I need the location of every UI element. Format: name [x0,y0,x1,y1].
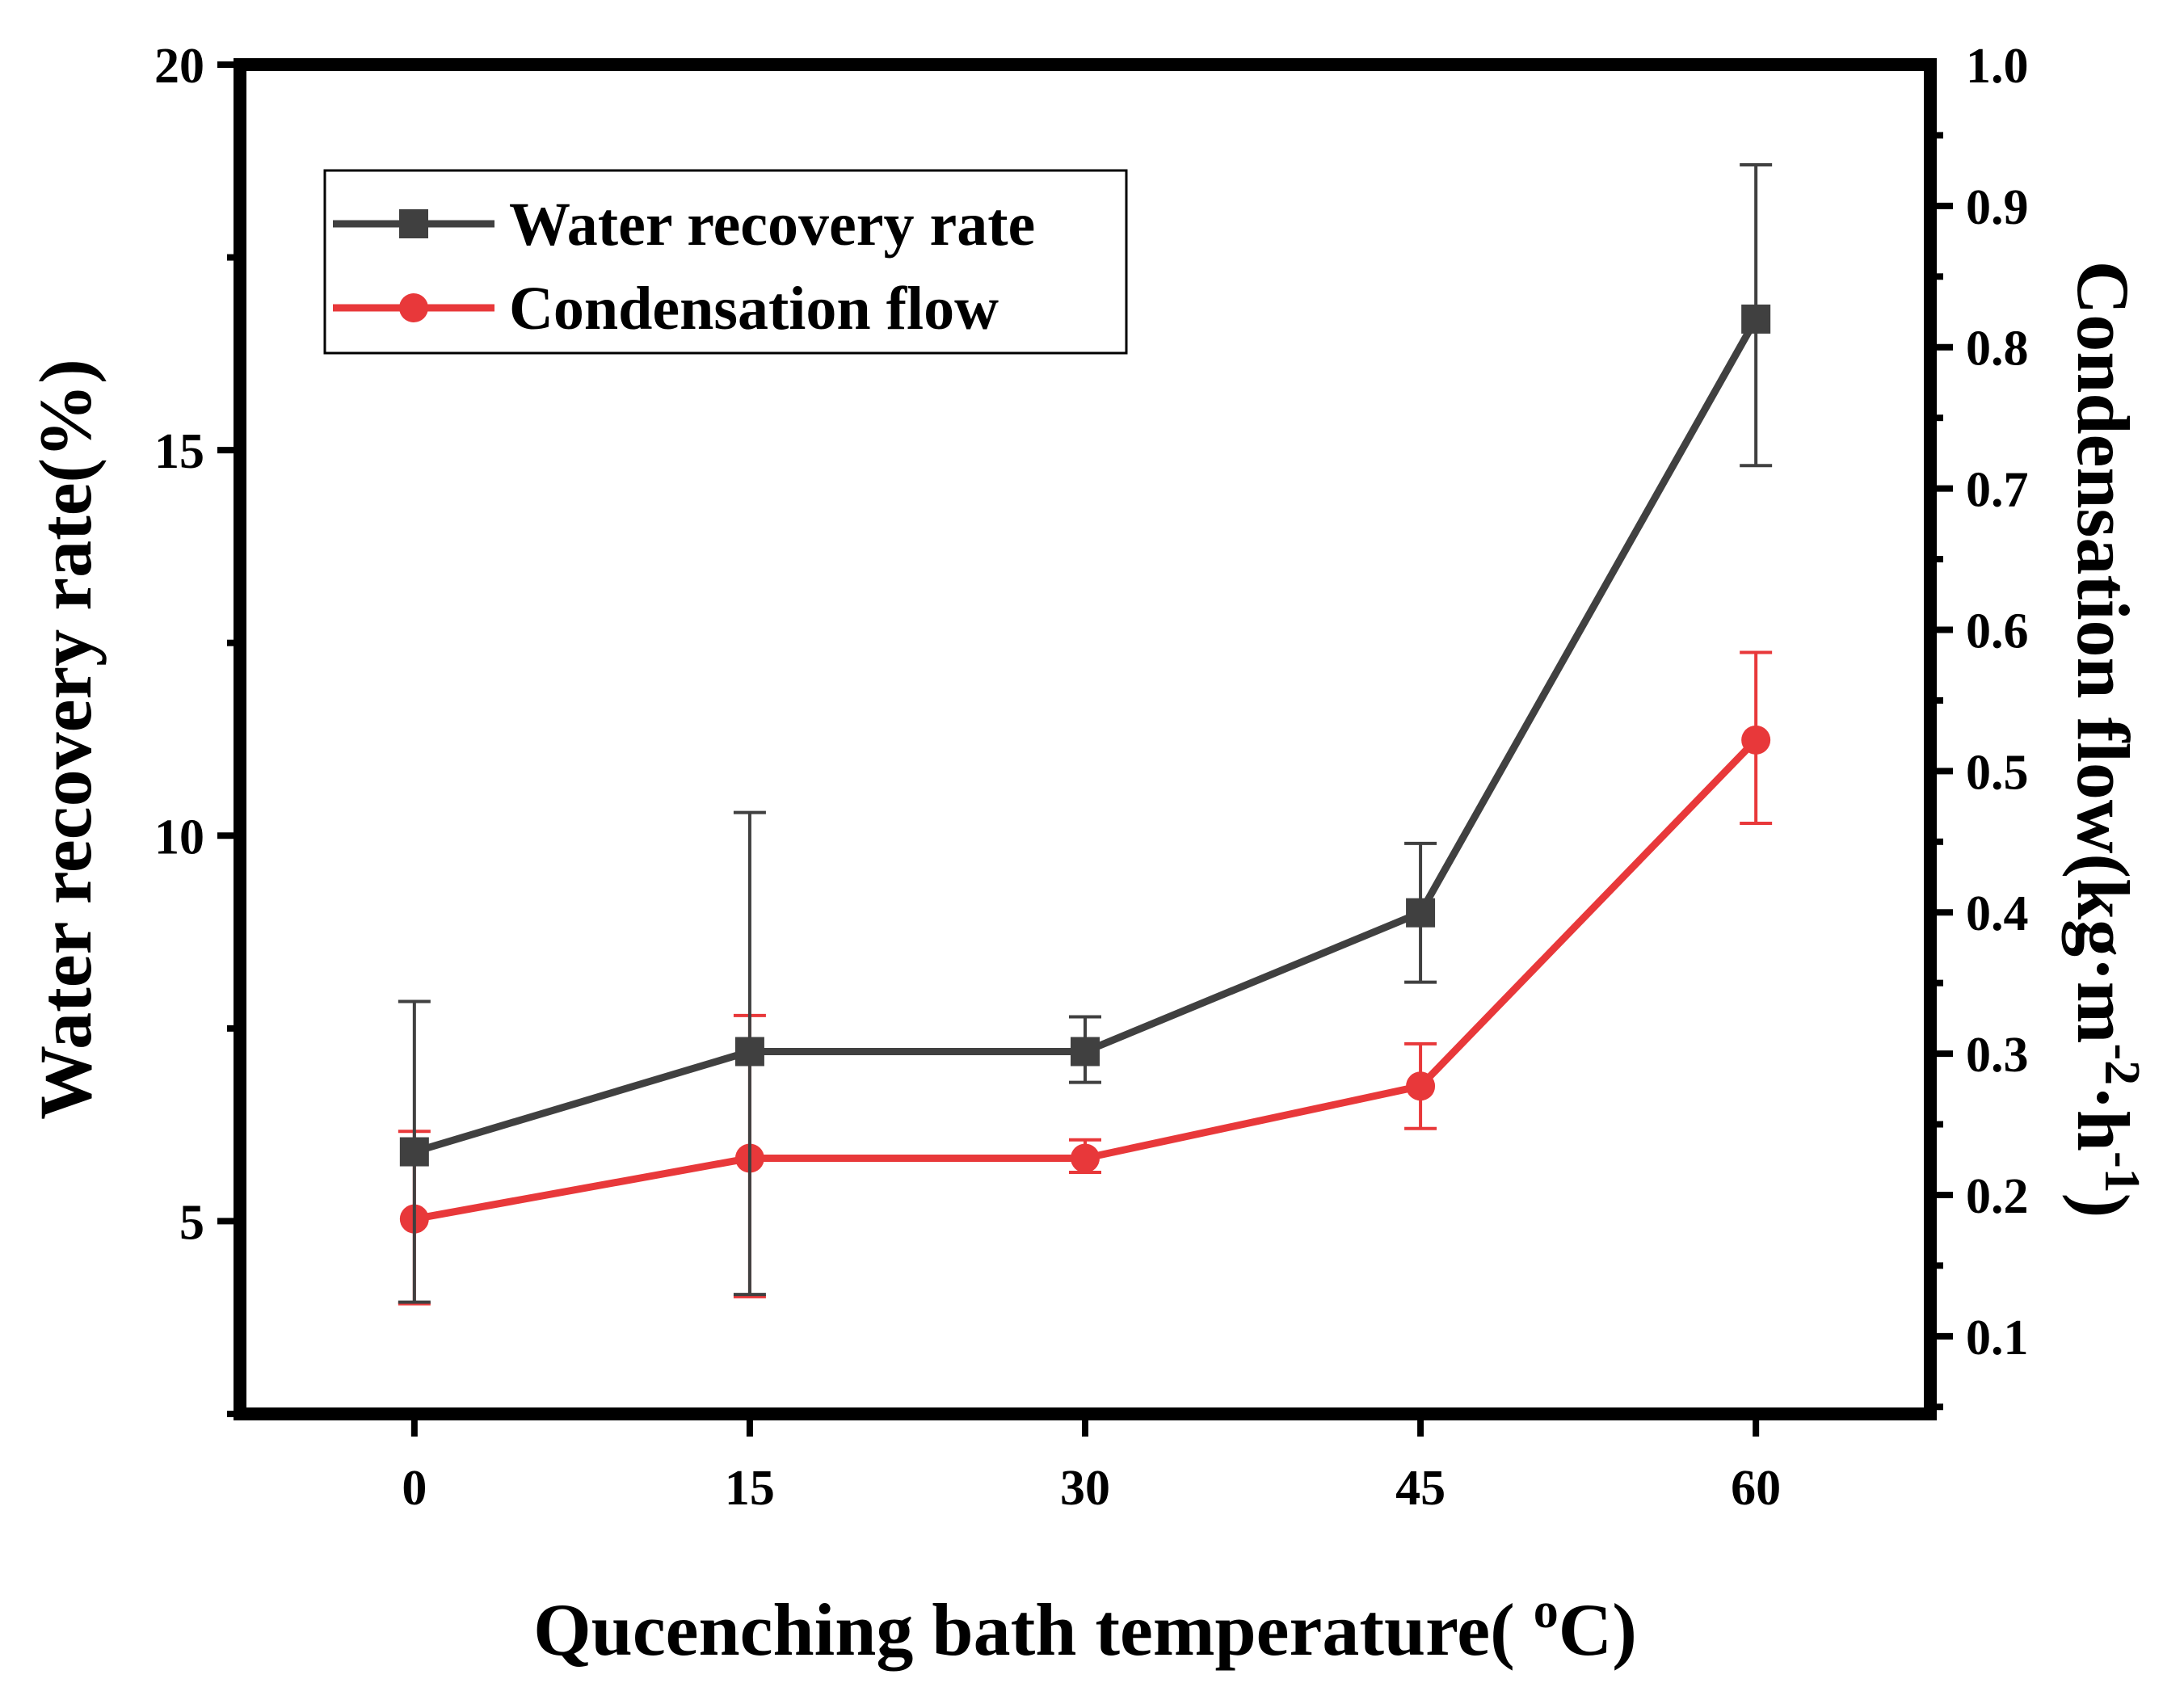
y-right-tick-label: 0.9 [1966,180,2029,235]
y-right-tick-label: 0.5 [1966,745,2029,800]
x-axis-title: Qucenching bath temperature( oC) [533,1584,1637,1671]
y-right-tick-label: 0.2 [1966,1169,2029,1224]
series-layer [398,163,1773,1306]
y-left-tick-label: 20 [154,39,204,94]
legend-box [323,169,1128,355]
water-recovery-point [1406,898,1436,928]
water-recovery-point [1071,1037,1100,1067]
y-right-tick-label: 0.7 [1966,463,2029,518]
condensation-flow-point [1406,1071,1436,1101]
y-right-tick-label: 0.3 [1966,1028,2029,1083]
y-left-tick-label: 5 [179,1195,204,1250]
x-tick-label: 15 [725,1461,775,1516]
x-tick-label: 60 [1731,1461,1781,1516]
ticks: 0 15 30 45 60 5 10 15 20 0.1 0.2 0.3 0.4 0.5 0.6 0.7 0.8… [154,39,2029,1516]
y-right-tick-label: 0.8 [1966,322,2029,377]
condensation-flow-point [1741,725,1771,755]
y-right-tick-label: 0.6 [1966,604,2029,658]
y-axis-left-title: Water recovery rate(%) [24,359,107,1120]
y-right-tick-label: 1.0 [1966,39,2029,94]
y-right-tick-label: 0.1 [1966,1311,2029,1365]
legend-condensation-flow-label: Condensation flow [509,275,999,343]
legend-water-recovery-label: Water recovery rate [509,191,1035,259]
y-right-tick-label: 0.4 [1966,886,2029,941]
x-tick-label: 30 [1060,1461,1110,1516]
water-recovery-point [399,1137,429,1167]
legend-water-recovery-marker [399,209,428,238]
legend: Water recovery rate Condensation flow [323,169,1128,355]
legend-condensation-flow-marker [399,293,428,322]
y-left-tick-label: 10 [154,810,204,865]
y-left-tick-label: 15 [154,424,204,479]
water-recovery-point [1741,304,1771,334]
condensation-flow-point [1071,1143,1100,1173]
water-recovery-point [734,1037,764,1067]
x-tick-label: 45 [1395,1461,1445,1516]
y-axis-right-title: Condensation flow(kg·m-2·h-1) [2062,261,2149,1218]
x-tick-label: 0 [402,1461,427,1516]
